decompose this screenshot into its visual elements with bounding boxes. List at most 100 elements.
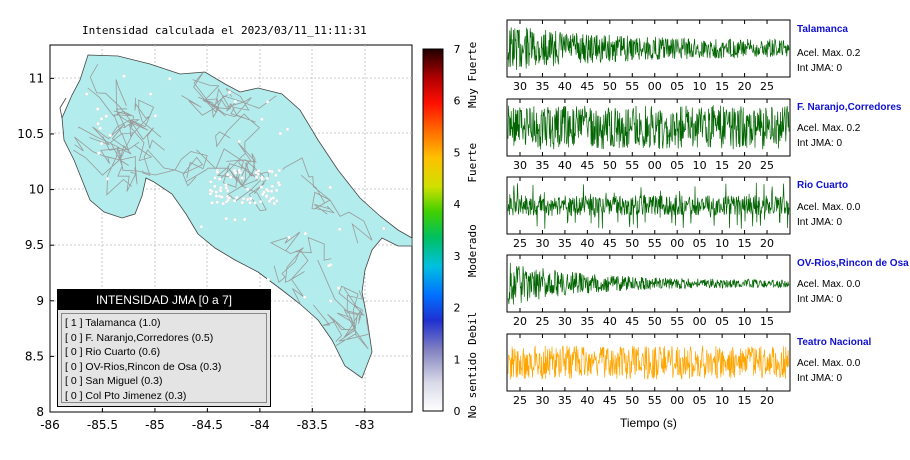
town-marker (233, 99, 237, 104)
waveform-trace (507, 262, 790, 305)
town-marker (168, 76, 172, 81)
town-marker (213, 176, 217, 180)
waveform-tick-label: 30 (513, 80, 527, 93)
waveform-tick-label: 35 (558, 394, 572, 407)
colorbar-ticks: 7 6 5 4 3 2 1 0 Muy Fuerte Fuerte Moderado Debil No … (454, 42, 480, 419)
town-marker (122, 74, 126, 78)
town-marker (267, 199, 272, 203)
x-tick-label: -83.5 (297, 418, 328, 432)
waveform-panel: 25 30 35 40 45 50 55 00 05 10 15 20 (506, 176, 791, 250)
colorbar-label: No sentido (466, 352, 479, 418)
station-name: OV-Rios,Rincon de Osa (797, 258, 909, 269)
waveform-tick-label: 20 (760, 237, 774, 250)
waveform-panel: 30 35 40 45 50 55 00 05 10 15 20 25 (506, 98, 791, 172)
town-marker (270, 184, 275, 189)
town-marker (260, 175, 264, 180)
town-marker (224, 200, 229, 204)
town-marker (277, 183, 282, 187)
station-acel: Acel. Max. 0.2 (797, 48, 861, 59)
station-name: Teatro Nacional (797, 337, 872, 348)
town-marker (256, 168, 261, 173)
waveform-tick-label: 55 (648, 237, 662, 250)
costa-rica-land (61, 54, 413, 379)
waveform-tick-label: 00 (648, 159, 662, 172)
waveform-tick-label: 05 (693, 394, 707, 407)
station-name: Rio Cuarto (797, 180, 849, 191)
town-marker (382, 226, 386, 231)
town-marker (259, 185, 264, 189)
waveform-tick-label: 05 (693, 237, 707, 250)
town-marker (242, 217, 247, 222)
map-towns (84, 74, 386, 303)
waveform-tick-label: 00 (648, 80, 662, 93)
colorbar (422, 48, 444, 412)
intensity-legend: INTENSIDAD JMA [0 a 7] [ 1 ] Talamanca (… (57, 289, 271, 407)
town-marker (84, 92, 89, 96)
colorbar-label: Muy Fuerte (466, 42, 479, 108)
waveform-tick-label: 30 (535, 394, 549, 407)
town-marker (303, 295, 307, 299)
legend-items: [ 1 ] Talamanca (1.0) [ 0 ] F. Naranjo,C… (61, 313, 267, 403)
waveform-tick-label: 55 (648, 394, 662, 407)
town-marker (240, 200, 244, 205)
waveform-tick-label: 05 (670, 80, 684, 93)
waveform-tick-label: 40 (580, 237, 594, 250)
waveform-xlabel: Tiempo (s) (620, 416, 677, 430)
y-tick-label: 8 (36, 405, 44, 419)
waveform-tick-label: 15 (738, 394, 752, 407)
station-info-teatro: Teatro Nacional Acel. Max. 0.0 Int JMA: … (797, 337, 910, 384)
town-marker (208, 192, 213, 196)
waveform-tick-label: 35 (580, 315, 594, 328)
town-marker (277, 168, 281, 173)
waveform-tick-label: 00 (670, 394, 684, 407)
town-marker (237, 168, 242, 173)
waveform-panel: 20 25 30 35 40 45 50 55 00 05 10 15 (506, 254, 791, 328)
waveform-panel: 25 30 35 40 45 50 55 00 05 10 15 20 (506, 333, 791, 407)
town-marker (336, 286, 341, 290)
station-name: F. Naranjo,Corredores (797, 102, 902, 113)
town-marker (269, 189, 274, 194)
waveform-tick-label: 35 (558, 237, 572, 250)
town-marker (209, 180, 213, 184)
waveform-tick-label: 40 (603, 315, 617, 328)
map-axis: -86 -85.5 -85 -84.5 -84 -83.5 -83 11 10.5 10 9.5 9 8… (17, 71, 374, 432)
station-acel: Acel. Max. 0.2 (797, 123, 861, 134)
town-marker (249, 196, 253, 201)
waveform-tick-label: 50 (603, 159, 617, 172)
town-marker (285, 127, 290, 132)
town-marker (228, 175, 233, 179)
colorbar-label: Debil (466, 312, 479, 345)
map-roads (73, 63, 373, 350)
town-marker (274, 188, 279, 193)
town-marker (254, 170, 258, 175)
town-marker (98, 126, 102, 131)
colorbar-label: Fuerte (466, 143, 479, 183)
waveform-tick-label: 20 (738, 80, 752, 93)
town-marker (258, 200, 263, 204)
waveform-panel: 30 35 40 45 50 55 00 05 10 15 20 25 (506, 19, 791, 93)
town-marker (272, 201, 277, 206)
legend-item: [ 0 ] F. Naranjo,Corredores (0.5) (65, 331, 214, 344)
station-acel: Acel. Max. 0.0 (797, 202, 861, 213)
x-tick-label: -86 (40, 418, 60, 432)
waveform-tick-label: 05 (715, 315, 729, 328)
station-info-talamanca: Talamanca Acel. Max. 0.2 Int JMA: 0 (797, 24, 910, 74)
colorbar-tick-label: 5 (454, 146, 461, 159)
y-tick-label: 11 (29, 71, 44, 85)
waveform-tick-label: 40 (558, 159, 572, 172)
legend-item: [ 0 ] San Miguel (0.3) (65, 375, 163, 388)
waveform-tick-label: 30 (558, 315, 572, 328)
town-marker (328, 299, 333, 303)
colorbar-tick-label: 2 (454, 302, 461, 315)
town-marker (215, 170, 220, 174)
waveform-trace (507, 182, 790, 229)
town-marker (104, 114, 108, 118)
nicoya-peninsula (59, 97, 67, 119)
town-marker (248, 200, 252, 205)
colorbar-tick-label: 1 (454, 353, 461, 366)
colorbar-tick-label: 3 (454, 250, 461, 263)
waveform-tick-label: 50 (603, 80, 617, 93)
waveform-tick-label: 10 (715, 237, 729, 250)
x-tick-label: -85.5 (87, 418, 118, 432)
town-marker (97, 151, 101, 155)
